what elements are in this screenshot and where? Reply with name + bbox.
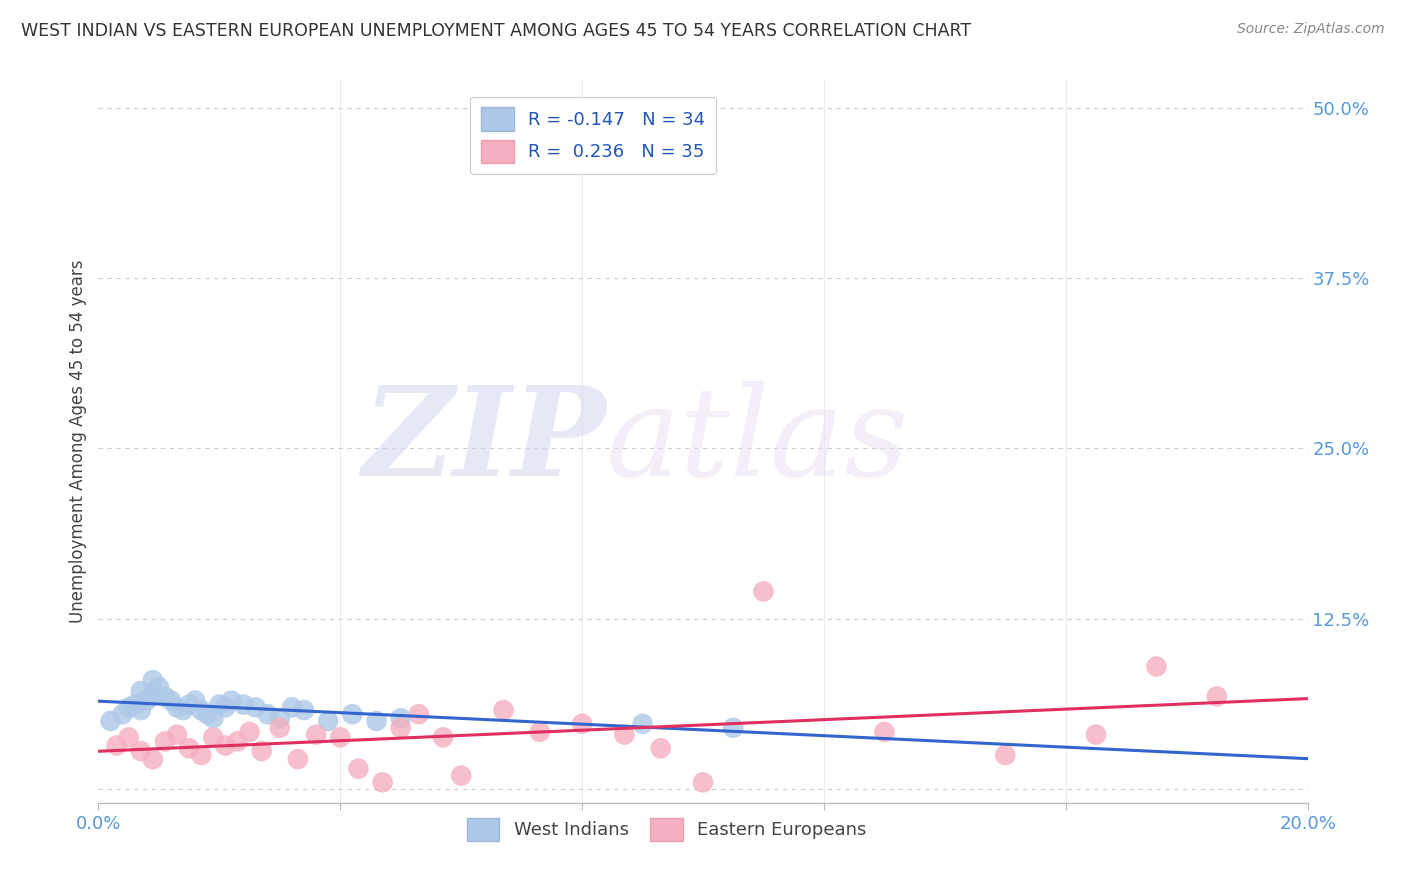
Point (221, 693, 243, 707)
Point (202, 731, 225, 745)
Point (269, 721, 291, 735)
Point (432, 731, 454, 745)
Point (613, 728, 636, 742)
Point (172, 703, 194, 717)
Point (166, 700, 188, 714)
Point (226, 734, 249, 748)
Point (571, 716, 593, 731)
Point (148, 680, 170, 694)
Point (179, 741, 201, 756)
Point (873, 725, 896, 739)
Point (529, 725, 551, 739)
Point (111, 707, 134, 722)
Point (371, 775, 394, 789)
Point (166, 728, 188, 742)
Point (329, 731, 352, 745)
Point (342, 707, 364, 722)
Point (153, 734, 176, 748)
Point (316, 714, 339, 728)
Point (692, 775, 714, 789)
Point (129, 684, 152, 698)
Point (179, 698, 201, 712)
Point (347, 762, 370, 776)
Point (366, 714, 388, 728)
Point (214, 700, 236, 714)
Point (389, 721, 412, 735)
Text: atlas: atlas (606, 381, 910, 502)
Point (1085, 728, 1108, 742)
Text: WEST INDIAN VS EASTERN EUROPEAN UNEMPLOYMENT AMONG AGES 45 TO 54 YEARS CORRELATI: WEST INDIAN VS EASTERN EUROPEAN UNEMPLOY… (21, 22, 972, 40)
Point (723, 721, 745, 735)
Point (450, 768, 472, 782)
Point (124, 698, 146, 712)
Point (389, 711, 412, 725)
Point (245, 700, 267, 714)
Point (994, 748, 1017, 763)
Point (184, 693, 207, 707)
Point (305, 728, 328, 742)
Point (142, 673, 165, 687)
Point (208, 698, 231, 712)
Point (752, 584, 775, 599)
Point (195, 707, 218, 722)
Point (129, 703, 152, 717)
Text: ZIP: ZIP (363, 381, 606, 502)
Point (160, 693, 183, 707)
Point (153, 690, 176, 704)
Point (281, 700, 304, 714)
Point (1144, 659, 1167, 673)
Point (105, 739, 128, 753)
Point (1206, 690, 1229, 704)
Y-axis label: Unemployment Among Ages 45 to 54 years: Unemployment Among Ages 45 to 54 years (69, 260, 87, 624)
Point (250, 744, 273, 758)
Point (269, 711, 291, 725)
Point (202, 711, 225, 725)
Point (118, 700, 141, 714)
Point (190, 748, 212, 763)
Point (650, 741, 672, 756)
Point (292, 703, 315, 717)
Point (239, 725, 262, 739)
Point (142, 687, 165, 701)
Point (142, 752, 165, 766)
Point (256, 707, 278, 722)
Text: Source: ZipAtlas.com: Source: ZipAtlas.com (1237, 22, 1385, 37)
Legend: West Indians, Eastern Europeans: West Indians, Eastern Europeans (460, 810, 875, 848)
Point (232, 698, 254, 712)
Point (287, 752, 309, 766)
Point (190, 703, 212, 717)
Point (129, 744, 152, 758)
Point (100, 714, 122, 728)
Point (492, 703, 515, 717)
Point (214, 739, 236, 753)
Point (408, 707, 430, 722)
Point (118, 731, 141, 745)
Point (135, 693, 157, 707)
Point (631, 716, 654, 731)
